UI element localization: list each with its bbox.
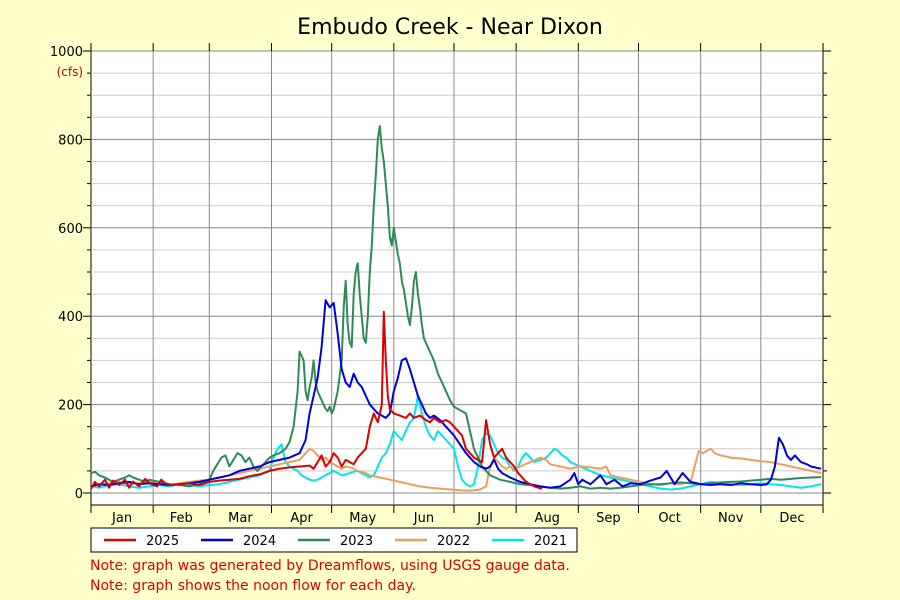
x-tick-label: May [349, 511, 376, 526]
y-tick-label: 400 [58, 310, 83, 325]
x-tick-label: Jun [413, 511, 434, 526]
legend-label-2021: 2021 [534, 534, 567, 549]
legend-label-2023: 2023 [340, 534, 373, 549]
x-tick-label: Jul [476, 511, 493, 526]
y-tick-label: 200 [58, 399, 83, 414]
x-tick-label: Dec [779, 511, 804, 526]
x-tick-label: Apr [290, 511, 313, 526]
note-source: Note: graph was generated by Dreamflows,… [90, 558, 570, 574]
y-tick-label: 600 [58, 222, 83, 237]
y-tick-label: 1000 [50, 45, 83, 60]
x-tick-label: Aug [535, 511, 560, 526]
x-tick-label: Sep [596, 511, 621, 526]
series-line-2022 [90, 447, 822, 492]
legend-label-2022: 2022 [437, 534, 470, 549]
note-noon-flow: Note: graph shows the noon flow for each… [90, 578, 416, 594]
chart-title: Embudo Creek - Near Dixon [297, 15, 603, 40]
y-unit-label: (cfs) [57, 65, 83, 79]
y-axis: 0 200 400 600 800 1000 [50, 45, 831, 502]
legend-label-2024: 2024 [243, 534, 276, 549]
plot-area [90, 50, 824, 506]
series-line-2023 [90, 125, 822, 490]
x-tick-label: Jan [111, 511, 132, 526]
x-axis: Jan Feb Mar Apr May Jun Jul Aug Sep Oct Nov Dec [90, 43, 824, 526]
x-tick-label: Oct [658, 511, 680, 526]
series-line-2024 [90, 299, 822, 489]
legend-label-2025: 2025 [146, 534, 179, 549]
x-tick-label: Feb [170, 511, 193, 526]
series-line-2025 [90, 310, 543, 490]
grid-lines [91, 50, 823, 505]
x-tick-label: Mar [228, 511, 253, 526]
y-tick-label: 800 [58, 133, 83, 148]
legend: 2025 2024 2023 2022 2021 [90, 527, 578, 553]
y-tick-label: 0 [75, 487, 83, 502]
series-line-2021 [90, 394, 822, 491]
x-tick-label: Nov [718, 511, 744, 526]
series-layer [90, 125, 822, 492]
